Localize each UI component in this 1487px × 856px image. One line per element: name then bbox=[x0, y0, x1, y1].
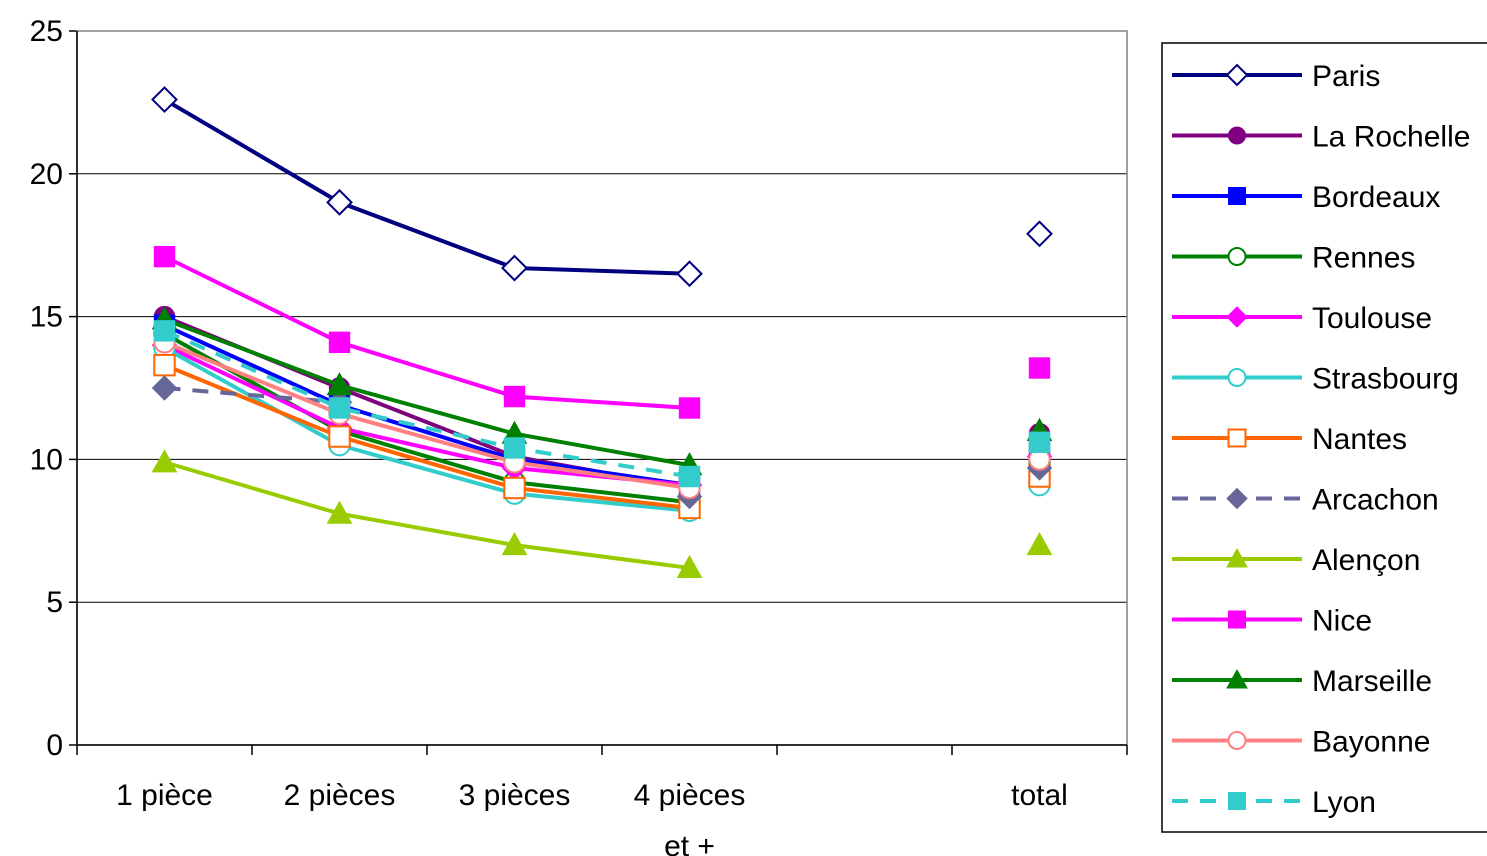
data-point bbox=[328, 425, 351, 448]
data-point bbox=[503, 437, 526, 459]
data-point bbox=[503, 476, 526, 500]
series-nice bbox=[153, 245, 1051, 419]
series-line bbox=[163, 340, 690, 490]
legend-marker bbox=[1227, 731, 1247, 750]
data-point bbox=[1028, 431, 1051, 453]
legend: Paris La Rochelle Bordeaux Rennes Toulouse St… bbox=[1161, 42, 1487, 833]
legend-label: Strasbourg bbox=[1312, 363, 1459, 396]
gridlines bbox=[77, 30, 1127, 603]
y-tick-label: 15 bbox=[30, 301, 63, 334]
legend-marker bbox=[1227, 368, 1247, 387]
axes bbox=[69, 30, 1128, 755]
data-point bbox=[676, 260, 703, 288]
legend-entry: Rennes bbox=[1172, 242, 1415, 275]
data-point bbox=[151, 86, 178, 113]
x-tick-labels: 1 pièce 2 pièces 3 pièces 4 pièces et + total bbox=[116, 779, 1068, 856]
y-tick-label: 5 bbox=[46, 586, 63, 619]
data-point bbox=[1028, 357, 1051, 379]
series-lyon bbox=[153, 320, 1051, 488]
series bbox=[151, 86, 1053, 579]
y-tick-label: 25 bbox=[30, 15, 63, 48]
legend-marker bbox=[1228, 187, 1246, 205]
legend-marker bbox=[1228, 610, 1246, 629]
legend-label: Lyon bbox=[1312, 786, 1376, 819]
legend-label: Arcachon bbox=[1312, 484, 1439, 517]
legend-marker bbox=[1226, 487, 1248, 510]
legend-marker bbox=[1226, 306, 1248, 328]
x-tick-label: 1 pièce bbox=[116, 779, 213, 812]
legend-marker bbox=[1228, 792, 1246, 810]
legend-label: Rennes bbox=[1312, 242, 1415, 275]
legend-entry: Marseille bbox=[1172, 665, 1432, 698]
legend-entry: Alençon bbox=[1172, 544, 1420, 577]
data-point bbox=[326, 500, 353, 524]
series-line bbox=[163, 363, 690, 510]
y-tick-labels: 0 5 10 15 20 25 bbox=[30, 15, 63, 762]
data-point bbox=[678, 465, 701, 488]
data-point bbox=[151, 375, 178, 401]
x-tick-label: 2 pièces bbox=[284, 779, 396, 812]
data-point bbox=[328, 331, 351, 354]
data-point bbox=[153, 320, 176, 342]
data-point bbox=[326, 372, 353, 396]
data-point bbox=[153, 245, 176, 268]
legend-marker bbox=[1225, 63, 1249, 87]
series-line bbox=[163, 323, 690, 488]
series-line bbox=[163, 460, 690, 570]
x-tick-label: total bbox=[1011, 779, 1068, 812]
legend-entry: Strasbourg bbox=[1172, 363, 1459, 396]
legend-label: Nice bbox=[1312, 605, 1372, 638]
data-point bbox=[1026, 532, 1053, 556]
legend-entry: Nantes bbox=[1172, 423, 1407, 456]
data-point bbox=[676, 554, 703, 579]
series-line bbox=[163, 331, 690, 505]
legend-label: La Rochelle bbox=[1312, 121, 1470, 154]
legend-marker bbox=[1226, 668, 1248, 689]
series-arcachon bbox=[151, 375, 1053, 510]
series-paris bbox=[151, 86, 1053, 288]
data-point bbox=[501, 254, 528, 282]
y-tick-label: 10 bbox=[30, 443, 63, 476]
legend-entry: Bayonne bbox=[1172, 726, 1430, 759]
legend-label: Marseille bbox=[1312, 665, 1432, 698]
data-point bbox=[153, 353, 176, 377]
data-point bbox=[1026, 220, 1053, 248]
data-point bbox=[678, 397, 701, 419]
series-line bbox=[163, 317, 690, 468]
legend-marker bbox=[1227, 247, 1247, 266]
series-line bbox=[163, 329, 690, 479]
legend-entry: Arcachon bbox=[1172, 484, 1439, 517]
legend-entry: Bordeaux bbox=[1172, 181, 1440, 214]
legend-label: Paris bbox=[1312, 60, 1380, 93]
data-point bbox=[151, 449, 178, 473]
data-point bbox=[501, 532, 528, 556]
y-tick-label: 0 bbox=[46, 729, 63, 762]
legend-entry: Toulouse bbox=[1172, 302, 1432, 335]
legend-marker bbox=[1228, 126, 1246, 145]
legend-entry: Nice bbox=[1172, 605, 1372, 638]
legend-label: Toulouse bbox=[1312, 302, 1432, 335]
legend-label: Bayonne bbox=[1312, 726, 1430, 759]
data-point bbox=[503, 385, 526, 408]
legend-entry: Paris bbox=[1172, 60, 1380, 93]
series-alen-on bbox=[151, 449, 1053, 579]
x-tick-label: 4 pièces et + bbox=[634, 779, 746, 856]
legend-marker bbox=[1227, 428, 1247, 448]
legend-entry: La Rochelle bbox=[1172, 121, 1470, 154]
y-tick-label: 20 bbox=[30, 158, 63, 191]
legend-marker bbox=[1226, 547, 1248, 568]
legend-label: Alençon bbox=[1312, 544, 1420, 577]
legend-label: Bordeaux bbox=[1312, 181, 1440, 214]
x-tick-label: 3 pièces bbox=[459, 779, 571, 812]
data-point bbox=[328, 397, 351, 419]
legend-label: Nantes bbox=[1312, 423, 1407, 456]
series-line bbox=[163, 254, 690, 410]
data-point bbox=[326, 188, 353, 216]
series-line bbox=[163, 97, 690, 276]
legend-entry: Lyon bbox=[1172, 786, 1376, 819]
